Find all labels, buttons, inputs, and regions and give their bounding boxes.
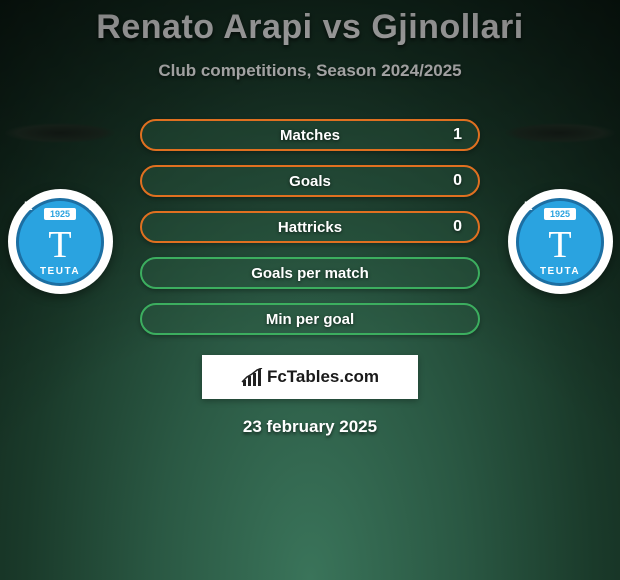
stats-rows: Matches1Goals0Hattricks0Goals per matchM… (140, 119, 480, 335)
stat-label: Matches (192, 127, 428, 144)
date-label: 23 february 2025 (0, 417, 620, 437)
badge-main-letter: T (48, 226, 71, 264)
stat-row: Min per goal (140, 303, 480, 335)
stat-value-right: 1 (428, 126, 478, 144)
stat-label: Min per goal (192, 311, 428, 328)
club-badge-left: K F 1925 T TEUTA (8, 189, 113, 294)
badge-main-letter: T (548, 226, 571, 264)
badge-club-name: TEUTA (40, 266, 80, 277)
player-shadow-right (505, 123, 615, 143)
watermark-text: FcTables.com (267, 367, 379, 387)
left-player-column: K F 1925 T TEUTA (0, 119, 120, 294)
badge-year: 1925 (44, 208, 76, 220)
stat-row: Goals per match (140, 257, 480, 289)
badge-inner-right: K F 1925 T TEUTA (516, 198, 604, 286)
badge-year: 1925 (544, 208, 576, 220)
badge-letter-f: F (589, 199, 596, 213)
stat-value-right: 0 (428, 218, 478, 236)
stat-label: Hattricks (192, 219, 428, 236)
badge-inner-left: K F 1925 T TEUTA (16, 198, 104, 286)
club-badge-right: K F 1925 T TEUTA (508, 189, 613, 294)
stat-label: Goals (192, 173, 428, 190)
stat-label: Goals per match (192, 265, 428, 282)
badge-letter-f: F (89, 199, 96, 213)
subtitle: Club competitions, Season 2024/2025 (0, 61, 620, 81)
right-player-column: K F 1925 T TEUTA (500, 119, 620, 294)
watermark[interactable]: FcTables.com (202, 355, 418, 399)
chart-icon (241, 368, 263, 386)
page-title: Renato Arapi vs Gjinollari (0, 0, 620, 47)
stat-row: Hattricks0 (140, 211, 480, 243)
badge-club-name: TEUTA (540, 266, 580, 277)
badge-letter-k: K (24, 199, 33, 213)
stat-row: Goals0 (140, 165, 480, 197)
stat-value-right: 0 (428, 172, 478, 190)
content-area: K F 1925 T TEUTA K F 1925 T TEUTA Matche… (0, 119, 620, 437)
badge-letter-k: K (524, 199, 533, 213)
stat-row: Matches1 (140, 119, 480, 151)
player-shadow-left (5, 123, 115, 143)
